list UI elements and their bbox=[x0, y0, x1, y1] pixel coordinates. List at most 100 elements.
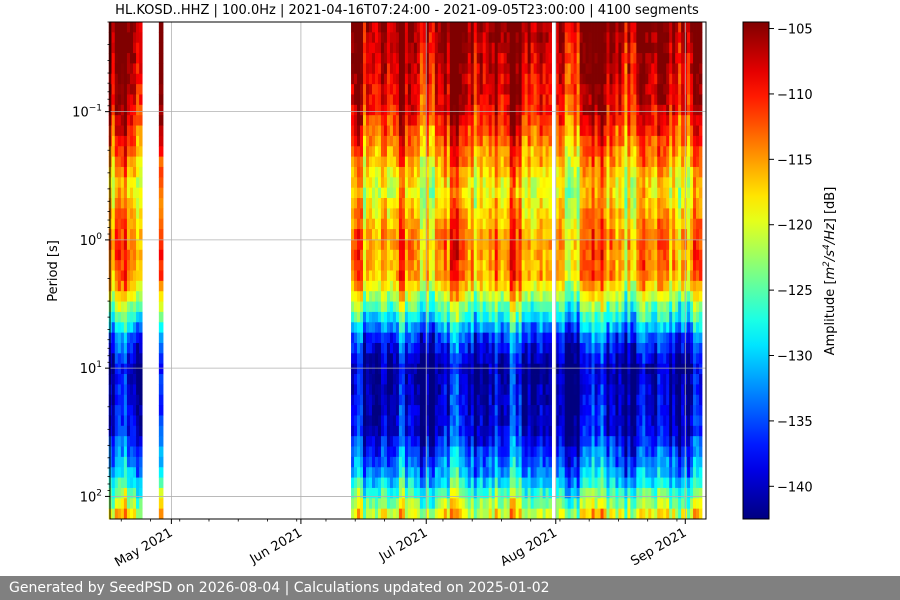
heatmap-cell bbox=[561, 342, 566, 354]
heatmap-cell bbox=[410, 322, 415, 334]
heatmap-cell bbox=[133, 342, 137, 354]
heatmap-cell bbox=[446, 32, 451, 44]
heatmap-cell bbox=[506, 239, 511, 251]
heatmap-cell bbox=[461, 456, 466, 468]
heatmap-cell bbox=[479, 332, 484, 344]
heatmap-cell bbox=[111, 322, 116, 334]
heatmap-cell bbox=[374, 280, 379, 292]
heatmap-cell bbox=[606, 467, 610, 478]
heatmap-cell bbox=[392, 115, 397, 126]
heatmap-cell bbox=[603, 374, 607, 385]
heatmap-cell bbox=[136, 42, 140, 54]
heatmap-cell bbox=[606, 104, 610, 116]
heatmap-cell bbox=[579, 53, 584, 64]
heatmap-cell bbox=[527, 249, 532, 261]
heatmap-cell bbox=[431, 53, 436, 64]
heatmap-cell bbox=[518, 425, 523, 437]
heatmap-cell bbox=[576, 166, 581, 178]
heatmap-cell bbox=[371, 208, 376, 220]
heatmap-cell bbox=[503, 311, 508, 323]
heatmap-cell bbox=[114, 166, 119, 178]
heatmap-cell bbox=[428, 332, 433, 344]
heatmap-cell bbox=[437, 311, 442, 323]
heatmap-cell bbox=[497, 322, 502, 334]
heatmap-cell bbox=[464, 42, 469, 54]
heatmap-cell bbox=[443, 291, 448, 302]
heatmap-cell bbox=[126, 94, 131, 106]
heatmap-cell bbox=[591, 291, 595, 302]
heatmap-cell bbox=[594, 374, 598, 385]
heatmap-cell bbox=[458, 187, 463, 199]
heatmap-cell bbox=[600, 291, 604, 302]
heatmap-cell bbox=[419, 436, 424, 447]
heatmap-cell bbox=[473, 342, 478, 354]
heatmap-cell bbox=[482, 198, 487, 209]
heatmap-cell bbox=[455, 218, 460, 230]
heatmap-cell bbox=[503, 22, 508, 33]
heatmap-cell bbox=[503, 487, 508, 499]
heatmap-cell bbox=[597, 73, 601, 85]
heatmap-cell bbox=[401, 353, 406, 365]
heatmap-cell bbox=[129, 332, 134, 344]
heatmap-cell bbox=[579, 84, 584, 95]
heatmap-cell bbox=[449, 22, 454, 33]
heatmap-cell bbox=[389, 63, 394, 75]
heatmap-cell bbox=[518, 208, 523, 220]
heatmap-cell bbox=[419, 73, 424, 85]
heatmap-cell bbox=[363, 166, 367, 178]
heatmap-cell bbox=[521, 208, 526, 220]
heatmap-cell bbox=[482, 218, 487, 230]
heatmap-cell bbox=[555, 208, 560, 220]
heatmap-cell bbox=[392, 218, 397, 230]
heatmap-cell bbox=[158, 487, 164, 499]
heatmap-cell bbox=[494, 187, 499, 199]
heatmap-cell bbox=[410, 508, 415, 520]
heatmap-cell bbox=[497, 32, 502, 44]
heatmap-cell bbox=[488, 198, 493, 209]
heatmap-cell bbox=[494, 249, 499, 261]
heatmap-cell bbox=[615, 508, 619, 520]
heatmap-cell bbox=[612, 239, 616, 251]
heatmap-cell bbox=[591, 94, 595, 106]
heatmap-cell bbox=[351, 218, 355, 230]
heatmap-cell bbox=[473, 218, 478, 230]
heatmap-cell bbox=[603, 301, 607, 313]
heatmap-cell bbox=[539, 353, 543, 365]
heatmap-cell bbox=[351, 260, 355, 271]
heatmap-cell bbox=[503, 332, 508, 344]
heatmap-cell bbox=[443, 353, 448, 365]
heatmap-cell bbox=[129, 477, 134, 489]
heatmap-cell bbox=[407, 467, 412, 478]
heatmap-cell bbox=[404, 425, 409, 437]
heatmap-cell bbox=[585, 342, 589, 354]
heatmap-cell bbox=[374, 363, 379, 375]
heatmap-cell bbox=[624, 342, 628, 354]
heatmap-cell bbox=[446, 353, 451, 365]
heatmap-cell bbox=[558, 446, 563, 458]
heatmap-cell bbox=[512, 22, 517, 33]
heatmap-cell bbox=[618, 187, 622, 199]
heatmap-cell bbox=[506, 229, 511, 240]
heatmap-cell bbox=[120, 177, 125, 189]
heatmap-cell bbox=[133, 498, 137, 510]
heatmap-cell bbox=[366, 301, 370, 313]
heatmap-cell bbox=[594, 249, 598, 261]
heatmap-cell bbox=[416, 353, 421, 365]
heatmap-cell bbox=[588, 73, 592, 85]
heatmap-cell bbox=[545, 32, 549, 44]
heatmap-cell bbox=[512, 425, 517, 437]
heatmap-cell bbox=[564, 280, 569, 292]
heatmap-cell bbox=[488, 270, 493, 282]
heatmap-cell bbox=[380, 446, 385, 458]
heatmap-cell bbox=[419, 166, 424, 178]
heatmap-cell bbox=[494, 125, 499, 137]
heatmap-cell bbox=[392, 353, 397, 365]
heatmap-cell bbox=[431, 177, 436, 189]
heatmap-cell bbox=[567, 467, 572, 478]
heatmap-cell bbox=[524, 135, 529, 147]
heatmap-cell bbox=[374, 405, 379, 416]
heatmap-cell bbox=[383, 177, 388, 189]
heatmap-cell bbox=[512, 456, 517, 468]
heatmap-cell bbox=[120, 166, 125, 178]
heatmap-cell bbox=[389, 384, 394, 396]
